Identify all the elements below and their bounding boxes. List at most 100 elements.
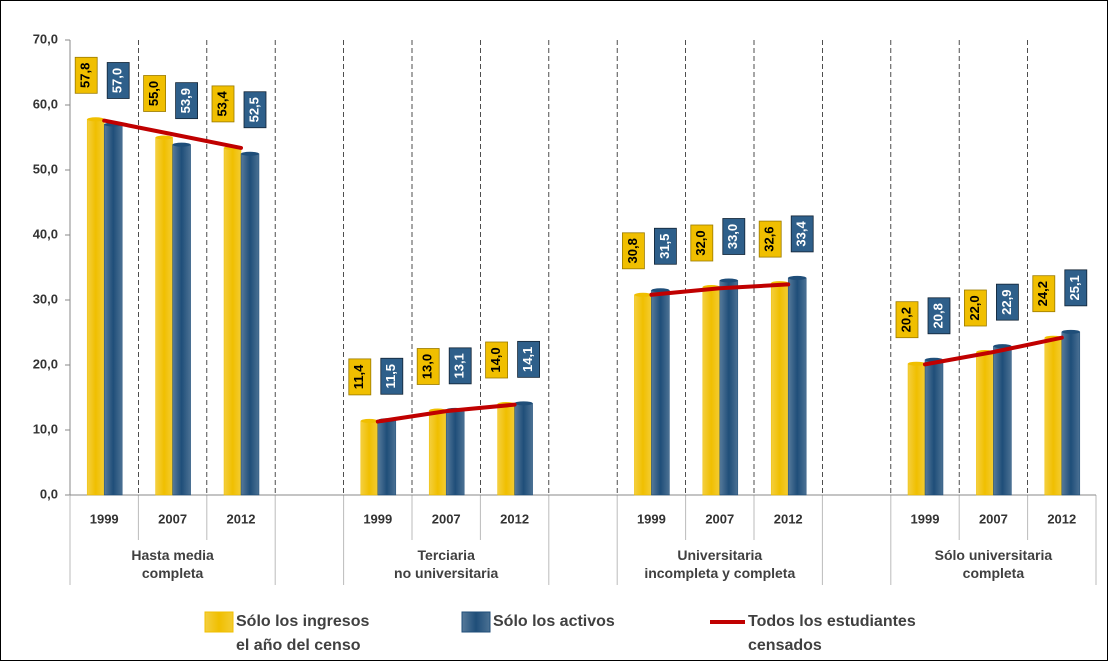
- label-box: [1032, 275, 1056, 313]
- data-label: 25,1: [1067, 275, 1082, 300]
- label-box: [143, 75, 167, 112]
- bar: [497, 403, 515, 496]
- bar: [172, 144, 191, 496]
- y-tick-label: 60,0: [33, 96, 58, 111]
- label-box: [1064, 269, 1088, 307]
- label-box: [211, 85, 235, 123]
- y-tick-label: 50,0: [33, 161, 58, 176]
- label-box: [380, 357, 404, 395]
- label-box: [790, 215, 814, 253]
- label-box: [348, 358, 372, 396]
- bar: [702, 286, 721, 496]
- group-label: Hasta media completa: [131, 547, 214, 581]
- line: [923, 335, 1064, 367]
- x-tick-label: 1999: [363, 511, 392, 526]
- x-tick-label: 2007: [705, 511, 734, 526]
- y-tick-label: 10,0: [33, 421, 58, 436]
- data-label: 24,2: [1035, 281, 1050, 306]
- group-label: Terciaria no universitaria: [394, 547, 499, 581]
- label-box: [895, 301, 919, 339]
- bar: [103, 124, 123, 496]
- data-label: 33,0: [725, 224, 740, 249]
- label-box: [485, 341, 509, 379]
- bar: [651, 290, 670, 496]
- bar-cap: [908, 361, 925, 366]
- bar: [86, 119, 105, 496]
- data-label: 11,5: [383, 364, 398, 389]
- bar: [445, 409, 465, 496]
- label-box: [106, 62, 130, 99]
- data-label: 32,6: [762, 226, 777, 251]
- data-label: 22,9: [999, 289, 1014, 314]
- legend-label: Todos los estudiantes censados: [748, 613, 916, 654]
- data-label: 31,5: [657, 234, 672, 259]
- bar: [155, 137, 173, 496]
- data-label: 52,5: [246, 97, 261, 122]
- bar-cap: [241, 151, 259, 156]
- bar: [924, 359, 944, 496]
- data-label: 57,8: [78, 63, 93, 88]
- label-box: [448, 347, 472, 385]
- bar: [719, 280, 739, 496]
- label-box: [690, 224, 714, 262]
- y-tick-label: 0,0: [40, 486, 58, 501]
- x-tick-label: 2007: [979, 511, 1008, 526]
- bar: [976, 351, 994, 496]
- bar: [634, 294, 652, 496]
- data-label: 57,0: [110, 68, 125, 93]
- bar-cap: [155, 135, 173, 140]
- data-label: 53,9: [178, 88, 193, 113]
- bar-cap: [651, 288, 670, 293]
- bar: [1044, 337, 1063, 496]
- data-label: 20,2: [898, 307, 913, 332]
- label-box: [964, 289, 987, 327]
- label-box: [758, 220, 782, 258]
- legend-swatch: [204, 611, 234, 633]
- x-tick-label: 2012: [500, 511, 529, 526]
- data-label: 13,1: [452, 353, 467, 378]
- x-tick-label: 1999: [911, 511, 940, 526]
- group-label: Universitaria incompleta y completa: [644, 547, 796, 581]
- bar-cap: [634, 292, 652, 297]
- bar-cap: [87, 117, 105, 122]
- bar-cap: [172, 142, 191, 147]
- y-tick-label: 40,0: [33, 226, 58, 241]
- data-label: 14,0: [488, 347, 503, 372]
- group-label: Sólo universitaria completa: [934, 547, 1053, 581]
- x-tick-label: 1999: [90, 511, 119, 526]
- line: [649, 282, 791, 297]
- x-tick-label: 1999: [637, 511, 666, 526]
- legend-label: Sólo los activos: [493, 613, 615, 630]
- x-tick-label: 2012: [1047, 511, 1076, 526]
- bar: [223, 147, 242, 496]
- bar: [428, 410, 447, 496]
- bar: [770, 282, 789, 496]
- label-box: [243, 91, 267, 129]
- label-box: [74, 56, 98, 94]
- line: [102, 118, 243, 150]
- data-label: 22,0: [967, 295, 982, 320]
- y-tick-label: 20,0: [33, 356, 58, 371]
- bar-cap: [514, 401, 533, 406]
- legend-swatch: [461, 611, 491, 633]
- data-label: 32,0: [693, 230, 708, 255]
- label-box: [517, 340, 540, 378]
- bar-cap: [788, 275, 807, 280]
- bar-cap: [719, 278, 738, 283]
- data-label: 53,4: [214, 90, 229, 116]
- data-label: 33,4: [794, 220, 809, 246]
- bar-cap: [360, 418, 378, 423]
- x-tick-label: 2012: [774, 511, 803, 526]
- line: [375, 402, 517, 424]
- label-box: [722, 218, 746, 255]
- label-box: [416, 348, 440, 385]
- bar: [907, 363, 926, 496]
- label-box: [175, 82, 199, 120]
- bar-cap: [1061, 329, 1080, 334]
- data-label: 55,0: [146, 81, 161, 106]
- data-label: 14,1: [520, 347, 535, 372]
- bar: [360, 420, 379, 496]
- legend-label: Sólo los ingresos el año del censo: [236, 613, 370, 654]
